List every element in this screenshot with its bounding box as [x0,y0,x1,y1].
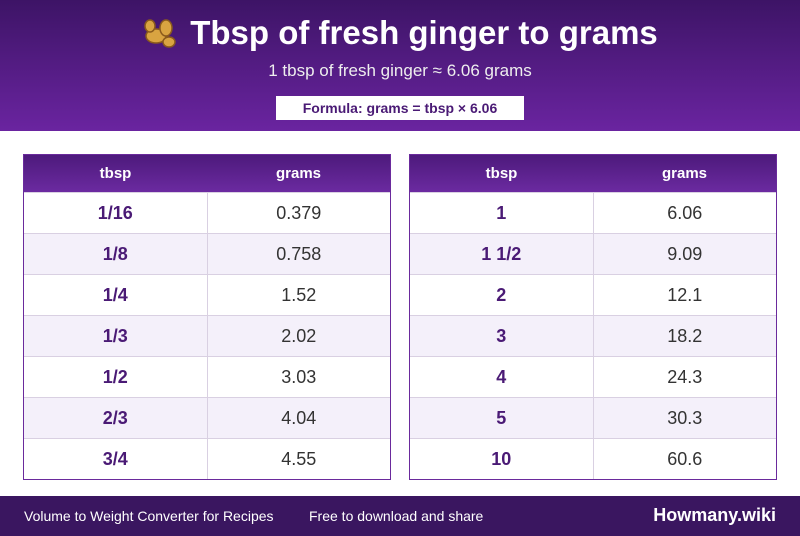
header-row: tbsp grams [24,155,390,192]
table-cell: 3 [410,316,594,356]
table-cell: 4.55 [281,448,317,469]
table-cell: 30.3 [667,407,703,428]
table-row: 1/16 0.379 [24,192,390,233]
table-cell: 0.379 [276,202,322,223]
table-row: 5 30.3 [410,397,776,438]
footer: Volume to Weight Converter for Recipes F… [0,496,800,536]
table-row: 1/2 3.03 [24,356,390,397]
table-cell: 1 [410,193,594,233]
table-cell: 12.1 [667,284,703,305]
header-row: tbsp grams [410,155,776,192]
table-row: 2 12.1 [410,274,776,315]
table-row: 3/4 4.55 [24,438,390,479]
table-cell: 18.2 [667,325,703,346]
table-row: 1 1/2 9.09 [410,233,776,274]
column-header: tbsp [99,165,132,182]
column-header: tbsp [485,165,518,182]
table-cell: 9.09 [667,243,703,264]
table-cell: 2 [410,275,594,315]
table-row: 1/8 0.758 [24,233,390,274]
table-cell: 1 1/2 [410,234,594,274]
table-cell: 2/3 [24,398,208,438]
table-cell: 3.03 [281,366,317,387]
table-cell: 1/16 [24,193,208,233]
table-cell: 2.02 [281,325,317,346]
column-header: grams [661,165,708,182]
title-row: Tbsp of fresh ginger to grams [0,14,800,52]
table-cell: 4 [410,357,594,397]
table-cell: 1/8 [24,234,208,274]
table-row: 3 18.2 [410,315,776,356]
table-row: 4 24.3 [410,356,776,397]
table-cell: 1.52 [281,284,317,305]
table: tbsp grams 1 6.06 1 1/2 9.09 2 12.1 3 18.2 4 24.3 5 3… [409,154,777,480]
table-row: 2/3 4.04 [24,397,390,438]
table-row: 1/3 2.02 [24,315,390,356]
title: Tbsp of fresh ginger to grams [190,14,658,51]
table-cell: 10 [410,439,594,479]
table-cell: 5 [410,398,594,438]
table-row: 10 60.6 [410,438,776,479]
footer-text: Free to download and share [309,508,484,524]
brand: Howmany.wiki [653,505,776,525]
table-cell: 3/4 [24,439,208,479]
table-cell: 1/3 [24,316,208,356]
ginger-icon [144,19,176,48]
column-header: grams [275,165,322,182]
footer-text: Volume to Weight Converter for Recipes [24,508,274,524]
table-cell: 1/2 [24,357,208,397]
table-cell: 1/4 [24,275,208,315]
subtitle: 1 tbsp of fresh ginger ≈ 6.06 grams [268,61,532,80]
table-cell: 4.04 [281,407,317,428]
table-row: 1/4 1.52 [24,274,390,315]
table-cell: 60.6 [667,448,703,469]
table-cell: 0.758 [276,243,322,264]
formula: Formula: grams = tbsp × 6.06 [276,96,524,120]
table-cell: 6.06 [667,202,703,223]
header: Tbsp of fresh ginger to grams 1 tbsp of … [0,0,800,131]
table: tbsp grams 1/16 0.379 1/8 0.758 1/4 1.52 1/3 2.02… [23,154,391,480]
table-row: 1 6.06 [410,192,776,233]
table-cell: 24.3 [667,366,703,387]
